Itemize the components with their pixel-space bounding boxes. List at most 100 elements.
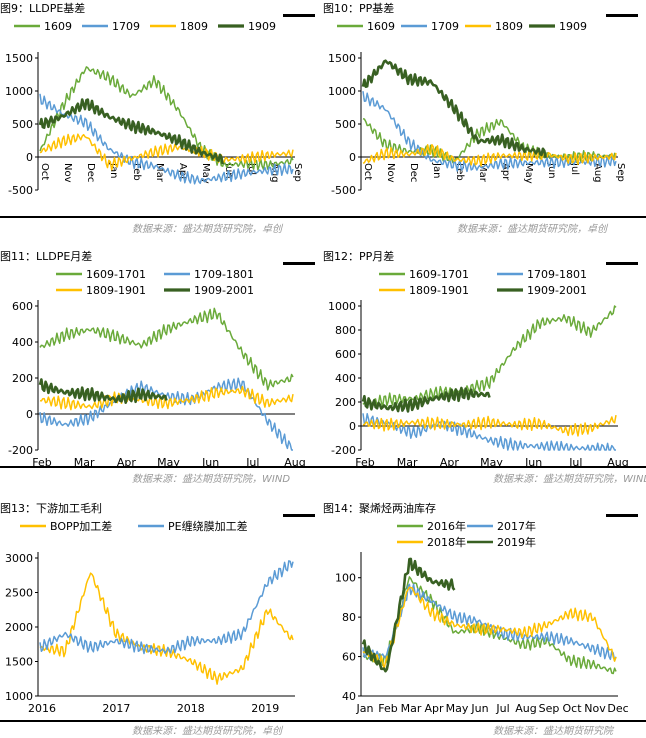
series-line xyxy=(362,586,617,671)
x-tick-label: Sep xyxy=(615,163,626,182)
series-line xyxy=(362,91,617,173)
x-tick-label: Feb xyxy=(454,163,465,181)
x-tick-label: Jul xyxy=(569,162,580,175)
title-accent-bar xyxy=(283,514,315,517)
x-tick-label: May xyxy=(523,163,534,184)
x-tick-label: Mar xyxy=(154,163,165,183)
x-tick-label: Mar xyxy=(74,456,95,469)
x-tick-label: Mar xyxy=(477,163,488,183)
x-tick-label: Feb xyxy=(131,163,142,181)
x-tick-label: May xyxy=(157,456,180,469)
panel-divider xyxy=(323,720,646,722)
x-tick-label: 2016 xyxy=(28,702,56,715)
title-accent-bar xyxy=(606,14,638,17)
series-line xyxy=(361,386,491,413)
x-tick-label: Oct xyxy=(39,163,50,180)
y-tick-label: 1000 xyxy=(328,85,356,98)
x-tick-label: Mar xyxy=(401,702,422,715)
panel-title: 图13：下游加工毛利 xyxy=(0,502,102,515)
legend-label: 1809-1901 xyxy=(86,284,146,297)
x-tick-label: Feb xyxy=(378,702,397,715)
x-tick-label: Aug xyxy=(592,163,603,183)
legend-label: 2017年 xyxy=(497,519,536,533)
series-line xyxy=(39,133,294,171)
y-tick-label: 100 xyxy=(335,572,356,585)
y-tick-label: 0 xyxy=(349,420,356,433)
data-source: 数据来源：盛达期货研究院，卓创 xyxy=(132,224,282,235)
series-line xyxy=(361,557,456,673)
title-accent-bar xyxy=(283,14,315,17)
chart-svg: BOPP加工差 PE缠绕膜加工差 1000 1500 2000 2500 3000 2016 2… xyxy=(5,519,295,715)
series-line xyxy=(39,560,294,655)
data-source: 数据来源：盛达期货研究院，卓创 xyxy=(132,726,282,737)
y-tick-label: 0 xyxy=(349,151,356,164)
y-tick-label: 200 xyxy=(12,372,33,385)
y-tick-label: 400 xyxy=(12,336,33,349)
x-tick-label: Apr xyxy=(500,163,511,181)
y-tick-label: 1500 xyxy=(5,656,33,669)
legend-label: 1709 xyxy=(112,20,140,33)
legend-label: 1909-2001 xyxy=(194,284,254,297)
series-line xyxy=(39,66,294,171)
y-tick-label: 0 xyxy=(26,408,33,421)
legend-label: 1709-1801 xyxy=(527,268,587,281)
legend-label: 2016年 xyxy=(427,519,466,533)
legend-label: 1709-1801 xyxy=(194,268,254,281)
chart-panel-3: 图11：LLDPE月差 1609-1701 1709-1801 1809-1901 1… xyxy=(0,248,323,490)
chart-panel-1: 图9：LLDPE基差 1609 1709 1809 1909 -500 0 500 1000 1… xyxy=(0,0,323,238)
series-line xyxy=(362,305,617,408)
x-tick-label: Jul xyxy=(246,162,257,175)
y-tick-label: -500 xyxy=(331,184,356,197)
legend-label: 1609-1701 xyxy=(409,268,469,281)
series-line xyxy=(362,117,617,164)
x-tick-label: Jan xyxy=(431,162,442,178)
data-source: 数据来源：盛达期货研究院 xyxy=(493,726,613,737)
data-source: 数据来源：盛达期货研究院，WIND xyxy=(132,474,291,485)
y-tick-label: 1500 xyxy=(5,52,33,65)
y-tick-label: -200 xyxy=(331,444,356,457)
series-line xyxy=(362,576,617,675)
panel-divider xyxy=(0,466,323,468)
legend-label: 1909 xyxy=(248,20,276,33)
x-tick-label: Apr xyxy=(440,456,460,469)
x-tick-label: 2017 xyxy=(102,702,130,715)
x-tick-label: Sep xyxy=(539,702,560,715)
title-accent-bar xyxy=(606,262,638,265)
x-tick-label: Dec xyxy=(408,163,419,182)
y-tick-label: 600 xyxy=(12,300,33,313)
chart-svg: 1609 1709 1809 1909 -500 0 500 1000 1500 Oct Nov De… xyxy=(5,20,303,197)
panel-divider xyxy=(0,720,323,722)
legend-label: 1609-1701 xyxy=(86,268,146,281)
y-tick-label: 400 xyxy=(335,372,356,385)
legend-label: 1809 xyxy=(180,20,208,33)
y-tick-label: 500 xyxy=(12,118,33,131)
series-line xyxy=(39,385,294,411)
y-tick-label: 800 xyxy=(335,324,356,337)
x-tick-label: Feb xyxy=(32,456,51,469)
title-accent-bar xyxy=(606,514,638,517)
legend-label: 1809-1901 xyxy=(409,284,469,297)
x-tick-label: Dec xyxy=(85,163,96,182)
panel-title: 图12：PP月差 xyxy=(323,250,395,263)
x-tick-label: Jun xyxy=(201,456,219,469)
x-tick-label: Aug xyxy=(269,163,280,183)
chart-svg: 1609-1701 1709-1801 1809-1901 1909-2001 -200… xyxy=(8,268,306,469)
y-tick-label: 40 xyxy=(342,690,356,703)
y-tick-label: 60 xyxy=(342,651,356,664)
title-accent-bar xyxy=(283,262,315,265)
x-tick-label: Apr xyxy=(424,702,444,715)
legend-label: PE缠绕膜加工差 xyxy=(168,519,248,533)
series-line xyxy=(362,412,616,451)
data-source: 数据来源：盛达期货研究院，WIND xyxy=(493,474,646,485)
y-tick-label: 1000 xyxy=(5,85,33,98)
series-line xyxy=(38,378,168,404)
legend-label: 1609 xyxy=(367,20,395,33)
x-tick-label: Oct xyxy=(362,163,373,180)
x-tick-label: Aug xyxy=(284,456,305,469)
panel-title: 图14：聚烯烃两油库存 xyxy=(323,502,436,515)
series-line xyxy=(39,307,294,391)
legend-label: 2018年 xyxy=(427,535,466,549)
x-tick-label: Sep xyxy=(292,163,303,182)
chart-panel-4: 图12：PP月差 1609-1701 1709-1801 1809-1901 1909… xyxy=(323,248,646,490)
y-tick-label: 600 xyxy=(335,348,356,361)
